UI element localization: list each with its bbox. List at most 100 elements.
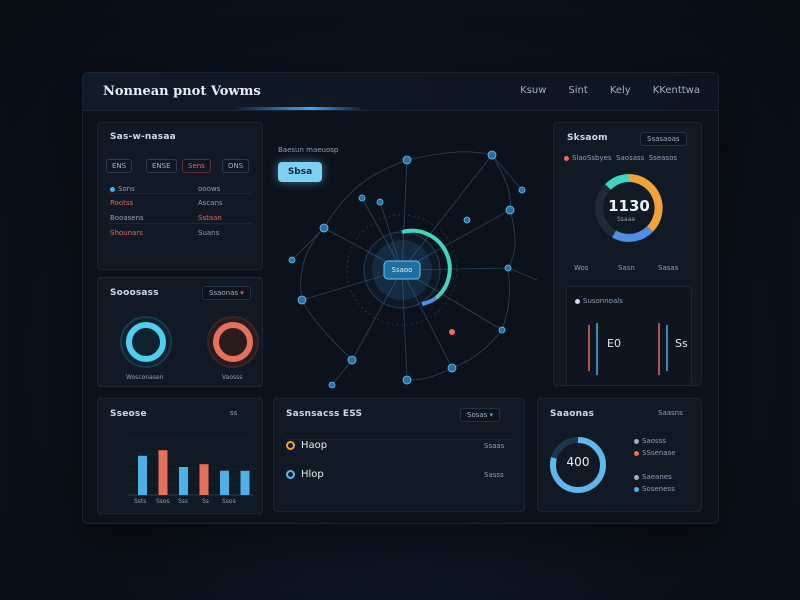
progress-arc-blue [421, 296, 438, 306]
bar-chart [128, 438, 253, 496]
left-donut-ring [126, 322, 166, 362]
table-cell: ooows [198, 185, 221, 193]
table-row: Booasens [110, 214, 144, 222]
donut-gauges [120, 316, 259, 368]
gauge-arc-orange [628, 174, 663, 232]
gauge-sub: Ssaaa [617, 216, 635, 223]
table-row: Sons [110, 185, 135, 193]
center-node-label: Ssaoo [391, 266, 413, 274]
donut-panel: Sooosass Ssaonas ▾ Wosconasen Vaosss [97, 277, 263, 387]
donut-panel-select[interactable]: Ssaonas ▾ [202, 286, 251, 300]
list-panel-title: Sasnsacss ESS [286, 409, 363, 419]
gauge-value: 1130 [608, 197, 650, 215]
bar-5[interactable] [220, 470, 229, 495]
ring-panel: Saaonas Saasns 400 Saosss SSsenase Saean… [537, 398, 702, 512]
nav-item-4[interactable]: KKenttwa [652, 85, 700, 96]
bar-chart-panel: Sseose ss Ssts Ssos Sss Ss Ssos [97, 398, 263, 514]
table-cell: Ascans [198, 199, 223, 207]
center-node[interactable] [383, 260, 421, 280]
x-tick-label: Ssts [134, 498, 147, 505]
progress-arc-green [401, 228, 452, 300]
bar-chart-menu[interactable]: ss [230, 409, 238, 417]
sub-panel-bars [588, 323, 668, 375]
sub-value-2: Ss [675, 337, 688, 350]
filter-chip-1[interactable]: ENS [106, 159, 133, 173]
legend-dot [634, 450, 639, 456]
list-item-value: Sasss [484, 471, 504, 479]
gauge-panel-title: Sksaom [567, 133, 608, 143]
app-title: Nonnean pnot Vowms [103, 84, 261, 99]
legend-dot [634, 438, 639, 444]
sub-value-1: E0 [607, 337, 621, 350]
list-item[interactable]: Hlop [286, 469, 324, 480]
sub-panel-title: Susonnoals [575, 297, 623, 305]
bar-3[interactable] [179, 467, 188, 495]
active-indicator [233, 107, 363, 110]
table-row: Rootss [110, 199, 134, 207]
bar-chart-title: Sseose [110, 409, 147, 419]
row-divider [108, 193, 252, 194]
ring-legend-item: Soseness [634, 485, 675, 493]
legend-dot [634, 474, 639, 480]
table-cell: Suans [198, 229, 220, 237]
ring-chart [550, 437, 606, 493]
table-row: Shounars [110, 229, 143, 237]
gridlines [128, 438, 253, 485]
gauge-panel-select[interactable]: Ssasaoas [640, 132, 687, 146]
orbit-ring-outer [346, 214, 458, 326]
sub-panel: Susonnoals E0 Ss [566, 286, 692, 386]
row-divider [108, 223, 252, 224]
radial-gauge [595, 174, 663, 242]
gauge-arc-blue [612, 226, 653, 242]
chevron-down-icon: ▾ [489, 411, 494, 419]
gauge-legend: SlaoSsbyes Saosass Sseasos [564, 154, 677, 162]
bar-4[interactable] [199, 464, 209, 495]
x-tick-label: Sss [178, 498, 189, 505]
bar-2[interactable] [158, 450, 168, 495]
list-panel-select[interactable]: Sosas ▾ [460, 408, 501, 422]
ring-panel-title: Saaonas [550, 409, 595, 419]
ring-legend-item: Saeanes [634, 473, 672, 481]
bar-6[interactable] [240, 470, 250, 495]
alert-node [449, 329, 455, 335]
network-top-label: Baesun maeuosp [278, 146, 339, 154]
network-tag-button[interactable]: Sbsa [278, 162, 322, 182]
right-donut-ring [213, 322, 253, 362]
top-bar: Nonnean pnot Vowms Ksuw Sint Kely KKentt… [83, 73, 718, 111]
ring-legend-item: Saosss [634, 437, 666, 445]
bullet-dot [575, 298, 580, 304]
list-item[interactable]: Haop [286, 440, 327, 451]
legend-dot [634, 486, 639, 492]
table-panel: Sas-w-nasaa ENS ENSE Sens ONS Sons ooows… [97, 122, 263, 270]
filter-chip-3[interactable]: Sens [182, 159, 211, 173]
table-panel-title: Sas-w-nasaa [110, 132, 176, 142]
right-donut-label: Vaosss [222, 374, 243, 381]
bar-1[interactable] [138, 455, 147, 495]
filter-chip-2[interactable]: ENSE [146, 159, 177, 173]
list-divider [286, 439, 512, 440]
network-graph [288, 150, 538, 389]
ring-arc [550, 437, 606, 493]
top-nav: Ksuw Sint Kely KKenttwa [520, 85, 700, 96]
x-tick-label: Ssos [222, 498, 236, 505]
left-donut-label: Wosconasen [126, 374, 164, 381]
legend-dot [564, 155, 569, 161]
x-tick-label: Ssos [156, 498, 170, 505]
nav-item-1[interactable]: Ksuw [520, 85, 547, 96]
status-ring-icon [286, 470, 295, 479]
list-panel: Sasnsacss ESS Sosas ▾ Haop Ssaas Hlop Sa… [273, 398, 525, 512]
status-dot [110, 186, 115, 192]
nav-item-2[interactable]: Sint [568, 85, 588, 96]
status-ring-icon [286, 441, 295, 450]
table-cell: Sstaan [198, 214, 222, 222]
ring-legend-item: SSsenase [634, 449, 676, 457]
chevron-down-icon: ▾ [240, 289, 244, 297]
network-nodes [288, 150, 526, 389]
ring-panel-select[interactable]: Saasns [658, 409, 683, 417]
x-tick-label: Ss [202, 498, 209, 505]
filter-chip-4[interactable]: ONS [222, 159, 250, 173]
donut-panel-title: Sooosass [110, 288, 159, 298]
gauge-arc-teal [605, 174, 630, 190]
mini-stat-3: Sasas [658, 264, 679, 272]
nav-item-3[interactable]: Kely [609, 85, 631, 96]
